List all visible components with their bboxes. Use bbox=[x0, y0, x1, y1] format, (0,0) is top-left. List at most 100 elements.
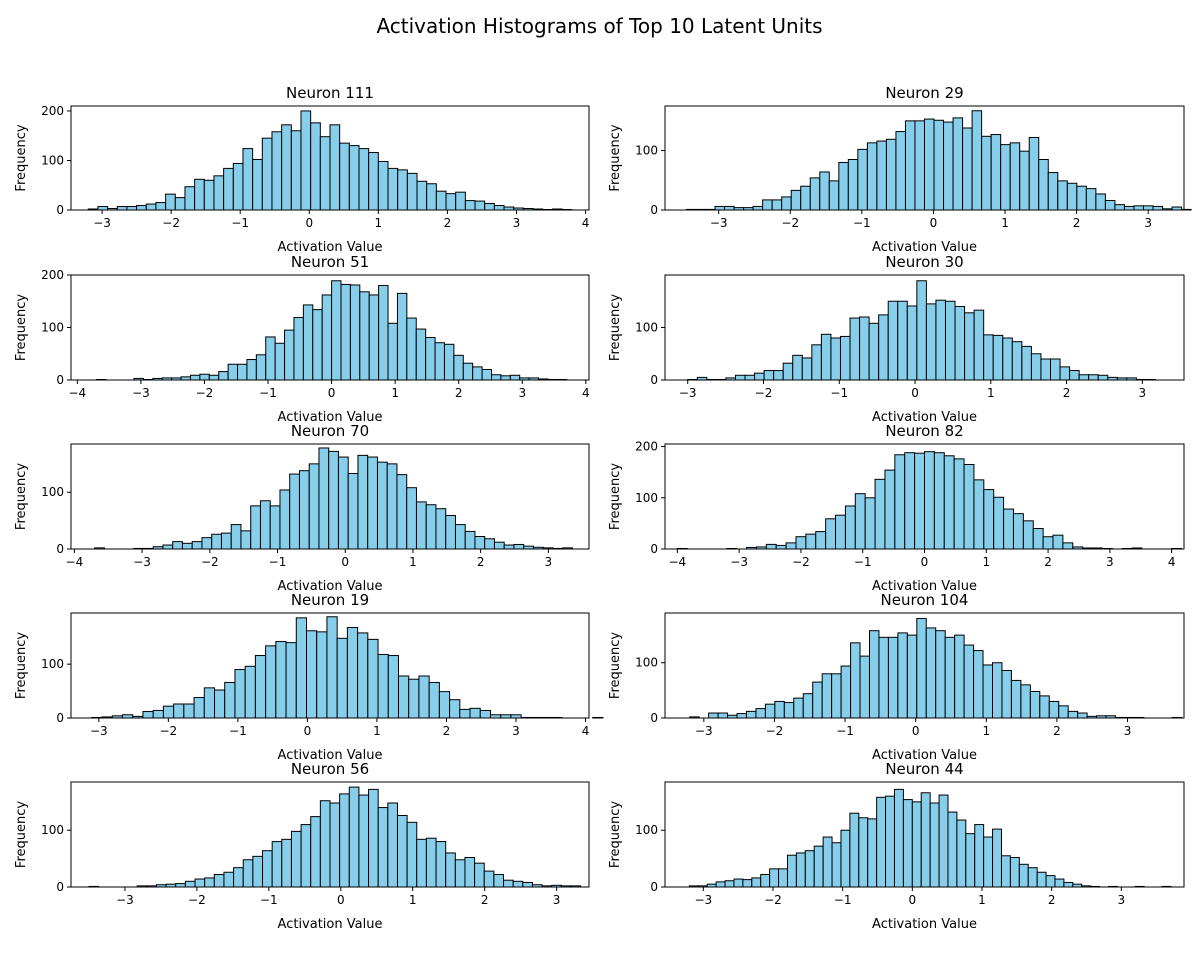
histogram-bar bbox=[415, 501, 427, 550]
x-tick-label: −1 bbox=[853, 216, 871, 230]
histogram-bar bbox=[1050, 358, 1061, 381]
histogram-bar bbox=[821, 673, 833, 719]
histogram-bar bbox=[943, 121, 954, 211]
histogram-bar bbox=[513, 543, 525, 550]
x-tick-label: −2 bbox=[201, 555, 219, 569]
histogram-bar bbox=[172, 541, 183, 550]
histogram-bar bbox=[191, 541, 203, 550]
histogram-bar bbox=[805, 533, 817, 550]
histogram-bar bbox=[773, 370, 784, 381]
histogram-bar bbox=[830, 337, 841, 381]
histogram-bar bbox=[1036, 871, 1047, 888]
histogram-bar bbox=[771, 199, 783, 211]
histogram-bar bbox=[724, 205, 735, 211]
histogram-bar bbox=[274, 342, 286, 381]
histogram-bar bbox=[1019, 150, 1030, 211]
histogram-bar bbox=[1000, 144, 1011, 211]
histogram-bar bbox=[259, 500, 271, 550]
x-tick-label: −1 bbox=[260, 893, 278, 907]
histogram-bar bbox=[319, 800, 331, 888]
x-tick-label: 3 bbox=[1144, 216, 1152, 230]
histogram-bar bbox=[281, 838, 292, 888]
x-tick-label: −1 bbox=[259, 386, 277, 400]
histogram-bar bbox=[435, 190, 447, 211]
histogram-bar bbox=[425, 504, 437, 550]
histogram-bar bbox=[1069, 370, 1080, 381]
histogram-bar bbox=[754, 372, 765, 381]
x-tick-label: 0 bbox=[328, 386, 336, 400]
y-tick-label: 0 bbox=[650, 542, 658, 556]
histogram-bar bbox=[801, 357, 813, 381]
histogram-bar bbox=[213, 175, 225, 211]
histogram-bar bbox=[453, 354, 464, 381]
histogram-bar bbox=[406, 172, 418, 211]
x-tick-label: 3 bbox=[1117, 893, 1125, 907]
histogram-bar bbox=[464, 200, 476, 211]
histogram-bar bbox=[237, 363, 248, 381]
histogram-bar bbox=[244, 665, 256, 719]
histogram-bar bbox=[1027, 867, 1038, 888]
histogram-bar bbox=[914, 452, 925, 550]
y-tick-label: 0 bbox=[650, 711, 658, 725]
histogram-bar bbox=[1066, 182, 1078, 211]
x-tick-label: 3 bbox=[1139, 386, 1147, 400]
histogram-bar bbox=[279, 489, 291, 550]
histogram-bar bbox=[454, 859, 466, 888]
panel-title: Neuron 51 bbox=[291, 253, 369, 271]
histogram-bar bbox=[386, 463, 398, 550]
histogram-bar bbox=[802, 693, 814, 719]
histogram-bar bbox=[481, 369, 492, 381]
histogram-bar bbox=[269, 505, 281, 550]
histogram-bar bbox=[943, 455, 955, 550]
y-axis-label: Frequency bbox=[608, 463, 623, 530]
histogram-bar bbox=[522, 881, 533, 888]
histogram-bar bbox=[387, 655, 399, 719]
histogram-bar bbox=[464, 856, 476, 888]
x-tick-label: −3 bbox=[694, 893, 712, 907]
histogram-bar bbox=[126, 206, 138, 211]
y-tick-label: 200 bbox=[41, 268, 64, 282]
histogram-bar bbox=[306, 630, 318, 719]
histogram-bar bbox=[1097, 374, 1109, 381]
histogram-bar bbox=[894, 454, 906, 550]
x-tick-label: 2 bbox=[1044, 555, 1052, 569]
histogram-bar bbox=[964, 312, 975, 381]
histogram-bar bbox=[357, 632, 369, 719]
histogram-bar bbox=[512, 880, 524, 888]
histogram-bar bbox=[935, 630, 946, 719]
histogram-bar bbox=[733, 878, 744, 888]
plot-frame bbox=[664, 612, 1185, 719]
histogram-bar bbox=[812, 681, 823, 719]
x-axis-label: Activation Value bbox=[278, 240, 383, 255]
histogram-bar bbox=[357, 454, 369, 550]
histogram-bar bbox=[1021, 345, 1032, 381]
histogram-bar bbox=[290, 130, 302, 211]
histogram-bar bbox=[329, 124, 341, 211]
x-tick-label: 4 bbox=[1168, 555, 1176, 569]
histogram-bar bbox=[866, 142, 878, 211]
x-axis-label: Activation Value bbox=[872, 579, 977, 594]
x-tick-label: −4 bbox=[69, 386, 87, 400]
x-tick-label: 2 bbox=[477, 555, 485, 569]
x-tick-label: 4 bbox=[582, 386, 590, 400]
histogram-bar bbox=[965, 833, 976, 888]
y-axis-label: Frequency bbox=[14, 124, 29, 191]
histogram-bar bbox=[819, 171, 830, 211]
histogram-bar bbox=[426, 183, 437, 211]
x-tick-label: −3 bbox=[710, 216, 728, 230]
histogram-bar bbox=[1104, 199, 1116, 211]
histogram-bar bbox=[981, 135, 992, 211]
plot-frame bbox=[70, 443, 590, 550]
histogram-bar bbox=[904, 120, 916, 211]
histogram-bar bbox=[435, 841, 447, 888]
histogram-bar bbox=[983, 334, 994, 381]
y-tick-label: 0 bbox=[56, 880, 64, 894]
y-tick-label: 100 bbox=[41, 657, 64, 671]
histogram-bar bbox=[944, 300, 956, 381]
histogram-bar bbox=[925, 303, 937, 381]
histogram-bar bbox=[145, 203, 157, 211]
histogram-bar bbox=[973, 309, 985, 381]
histogram-bar bbox=[464, 530, 476, 550]
histogram-bar bbox=[418, 675, 430, 719]
histogram-bar bbox=[262, 850, 273, 888]
